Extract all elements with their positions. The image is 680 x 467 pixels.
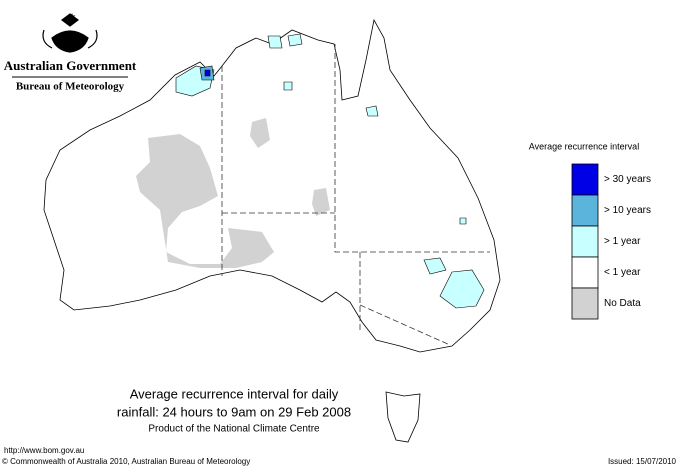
legend-label: > 10 years [604,205,651,216]
legend-label: < 1 year [604,267,641,278]
state-borders [221,44,490,346]
caption-product: Product of the National Climate Centre [148,424,320,435]
footer-issued: Issued: 15/07/2010 [608,457,677,466]
legend-label: > 1 year [604,236,641,247]
footer-url: http://www.bom.gov.au [4,446,84,455]
tasmania [385,391,421,443]
government-name: Australian Government [4,58,137,73]
legend-swatch [571,287,599,320]
svg-text:★: ★ [68,11,76,21]
legend-swatch [571,225,599,258]
no-data-areas [136,118,330,268]
legend-swatch [571,194,599,227]
legend: > 30 years > 10 years > 1 year < 1 year No D… [571,163,651,320]
legend-swatch [571,256,599,289]
legend-title: Average recurrence interval [529,141,639,151]
bureau-name: Bureau of Meteorology [16,81,125,93]
mainland [43,18,501,353]
legend-label: > 30 years [604,174,651,185]
legend-label: No Data [604,298,641,309]
legend-swatch [571,163,599,196]
footer-copyright: © Commonwealth of Australia 2010, Austra… [2,457,250,466]
caption-line: rainfall: 24 hours to 9am on 29 Feb 2008 [117,404,351,419]
recurrence-areas [175,33,485,309]
caption-line: Average recurrence interval for daily [130,386,339,401]
crest: ★ [42,11,98,53]
